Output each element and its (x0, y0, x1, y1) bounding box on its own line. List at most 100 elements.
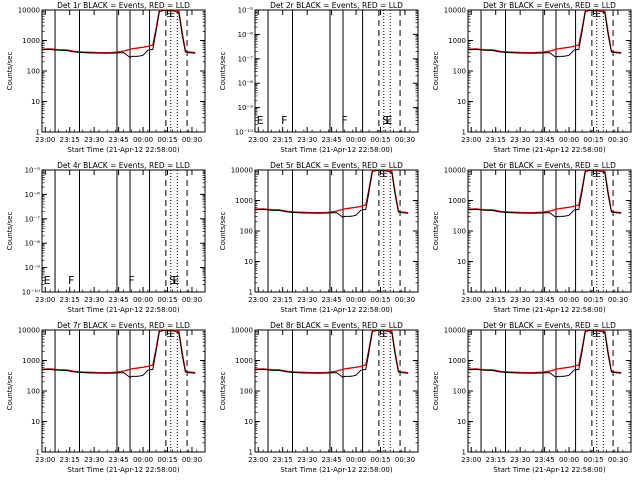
y-tick-label: 10 (457, 258, 466, 266)
y-tick-label: 1 (462, 289, 466, 297)
x-tick-label: 00:00 (133, 296, 153, 304)
y-tick-label: 10 (244, 418, 253, 426)
flare-marker: S (166, 330, 172, 340)
y-tick-label: 10⁻⁶ (238, 31, 254, 39)
y-tick-label: 10 (457, 98, 466, 106)
x-axis-label: Start Time (21-Apr-12 22:58:00) (67, 146, 179, 154)
panel-title: Det 9r BLACK = Events, RED = LLD (483, 321, 616, 330)
flare-marker: S (379, 330, 385, 340)
series-line-lld (41, 329, 196, 374)
x-axis-label: Start Time (21-Apr-12 22:58:00) (493, 146, 605, 154)
plot-frame (41, 329, 206, 453)
y-tick-label: 10⁻⁶ (25, 191, 41, 199)
x-tick-label: 00:15 (157, 296, 177, 304)
x-tick-label: 23:45 (322, 136, 342, 144)
flag-marker: F (281, 114, 287, 127)
flare-marker: S (592, 330, 598, 340)
series-line-lld (254, 329, 409, 374)
detector-panel-9: Det 9r BLACK = Events, RED = LLD 1 10 100 10… (432, 321, 632, 474)
flag-marker: E (257, 114, 264, 127)
flare-marker: E (595, 170, 601, 180)
y-tick-label: 10⁻⁷ (25, 215, 41, 223)
x-tick-label: 23:30 (510, 296, 530, 304)
flare-marker: S (166, 10, 172, 20)
x-tick-label: 00:30 (182, 456, 202, 464)
panel-title: Det 2r BLACK = Events, RED = LLD (270, 1, 403, 10)
series-line-lld (467, 329, 622, 374)
series-line-events (467, 169, 622, 218)
y-tick-label: 10⁻⁹ (238, 104, 254, 112)
x-tick-label: 23:30 (297, 296, 317, 304)
y-tick-label: 100 (240, 228, 253, 236)
panel-title: Det 1r BLACK = Events, RED = LLD (57, 1, 190, 10)
x-tick-label: 23:00 (461, 296, 481, 304)
x-tick-label: 23:30 (84, 296, 104, 304)
flare-marker: S (592, 10, 598, 20)
x-tick-label: 00:15 (157, 136, 177, 144)
panel-title: Det 3r BLACK = Events, RED = LLD (483, 1, 616, 10)
plot-frame (467, 9, 632, 133)
detector-panel-6: Det 6r BLACK = Events, RED = LLD 1 10 100 10… (432, 161, 632, 314)
y-tick-label: 10 (244, 258, 253, 266)
y-axis-label: Counts/sec (432, 52, 440, 91)
y-tick-label: 1 (249, 449, 253, 457)
series-line-events (467, 329, 622, 378)
y-tick-label: 100 (27, 68, 40, 76)
y-tick-label: 1 (462, 449, 466, 457)
panel-title: Det 6r BLACK = Events, RED = LLD (483, 161, 616, 170)
x-tick-label: 23:00 (248, 136, 268, 144)
y-tick-label: 10000 (444, 327, 466, 335)
y-tick-label: 1000 (448, 197, 466, 205)
x-tick-label: 23:45 (109, 456, 129, 464)
x-tick-label: 23:00 (35, 456, 55, 464)
flag-marker: F (128, 274, 134, 287)
x-tick-label: 23:45 (535, 296, 555, 304)
series-line-events (41, 329, 196, 378)
y-axis-label: Counts/sec (6, 52, 14, 91)
x-tick-label: 00:30 (608, 136, 628, 144)
x-axis-label: Start Time (21-Apr-12 22:58:00) (280, 306, 392, 314)
series-line-lld (254, 169, 409, 214)
x-tick-label: 00:15 (370, 296, 390, 304)
y-axis-label: Counts/sec (219, 52, 227, 91)
panel-title: Det 5r BLACK = Events, RED = LLD (270, 161, 403, 170)
flare-marker: E (169, 330, 175, 340)
x-axis-label: Start Time (21-Apr-12 22:58:00) (493, 466, 605, 474)
flag-marker: E (385, 114, 392, 127)
y-tick-label: 1 (36, 129, 40, 137)
x-tick-label: 00:30 (608, 456, 628, 464)
x-tick-label: 23:45 (322, 296, 342, 304)
detector-panel-3: Det 3r BLACK = Events, RED = LLD 1 10 100 10… (432, 1, 632, 154)
series-line-lld (467, 9, 622, 54)
x-tick-label: 23:30 (297, 456, 317, 464)
y-axis-label: Counts/sec (432, 372, 440, 411)
plot-frame (254, 9, 419, 133)
y-tick-label: 10⁻⁷ (238, 55, 254, 63)
x-axis-label: Start Time (21-Apr-12 22:58:00) (493, 306, 605, 314)
x-tick-label: 00:15 (370, 136, 390, 144)
y-tick-label: 1000 (22, 37, 40, 45)
x-tick-label: 23:00 (461, 456, 481, 464)
x-tick-label: 00:00 (133, 456, 153, 464)
y-axis-label: Counts/sec (6, 372, 14, 411)
x-tick-label: 23:30 (510, 456, 530, 464)
x-tick-label: 23:15 (273, 136, 293, 144)
x-tick-label: 00:30 (182, 296, 202, 304)
y-tick-label: 100 (453, 388, 466, 396)
detector-panel-8: Det 8r BLACK = Events, RED = LLD 1 10 100 10… (219, 321, 419, 474)
x-tick-label: 23:00 (35, 136, 55, 144)
y-tick-label: 100 (453, 68, 466, 76)
x-tick-label: 00:00 (346, 136, 366, 144)
y-tick-label: 10000 (231, 327, 253, 335)
y-tick-label: 1000 (22, 357, 40, 365)
x-tick-label: 00:15 (157, 456, 177, 464)
x-tick-label: 23:00 (461, 136, 481, 144)
x-tick-label: 00:00 (559, 456, 579, 464)
flare-marker: E (595, 330, 601, 340)
x-tick-label: 00:00 (346, 296, 366, 304)
panel-title: Det 8r BLACK = Events, RED = LLD (270, 321, 403, 330)
x-tick-label: 23:45 (535, 136, 555, 144)
detector-panel-1: Det 1r BLACK = Events, RED = LLD 1 10 100 10… (6, 1, 206, 154)
flare-marker: E (382, 170, 388, 180)
series-line-events (254, 169, 409, 218)
